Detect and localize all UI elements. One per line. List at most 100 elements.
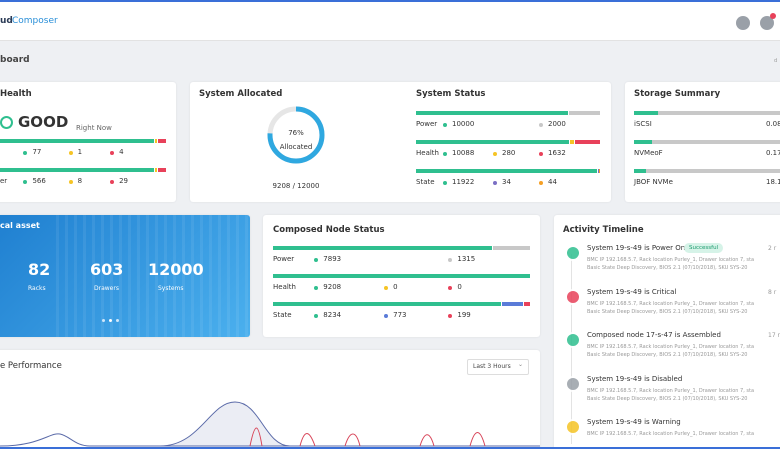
timeline-title: System 19-s-49 is Warning: [587, 418, 681, 426]
row-label: Power: [416, 120, 438, 128]
pager-dot[interactable]: [116, 319, 119, 322]
status-dot: [493, 152, 497, 156]
status-dot: [539, 181, 543, 185]
card-title: Composed Node Status: [273, 225, 385, 235]
performance-card: [0, 350, 540, 447]
storage-bar: [634, 140, 780, 144]
status-dot: [448, 258, 453, 262]
range-label: Last 3 Hours: [473, 363, 511, 370]
row-label: State: [416, 178, 435, 186]
row-label: State: [273, 311, 292, 319]
row-value: 1: [77, 148, 83, 156]
bar-segment: [0, 168, 154, 172]
row-value: 9208: [323, 283, 342, 291]
row-value: 7893: [323, 255, 342, 263]
timeline-title: System 19-s-49 is Critical: [587, 287, 677, 296]
timeline-card: [554, 215, 780, 447]
card-title: cal asset: [0, 221, 40, 230]
status-dot: [443, 123, 447, 127]
status-note: Right Now: [76, 124, 112, 132]
row-value: 29: [119, 177, 128, 185]
health-icon: [0, 116, 13, 129]
allocation-ring: [267, 106, 325, 164]
card-title: e Performance: [0, 361, 62, 371]
status-bar: [273, 302, 530, 306]
row-value: 1632: [548, 149, 566, 157]
bar-segment: [154, 139, 157, 143]
status-dot: [110, 180, 115, 184]
card-title: Storage Summary: [634, 89, 721, 99]
row-value: 4: [119, 148, 124, 156]
bar-segment: [524, 302, 530, 306]
status-bar: [273, 274, 530, 278]
status-dot: [314, 258, 319, 262]
row-value: 44: [548, 178, 557, 186]
asset-value: 82: [28, 260, 51, 279]
asset-value: 12000: [148, 260, 204, 279]
allocated-label: Allocated: [279, 143, 313, 151]
page-title-right: d: [774, 58, 778, 64]
timeline-time: 2 r: [768, 245, 777, 252]
dropdown-arrow: ⌄: [518, 361, 524, 368]
asset-value: 603: [90, 260, 124, 279]
timeline-icon: [565, 332, 581, 348]
asset-label: Drawers: [94, 285, 119, 292]
timeline-detail: Basic State Deep Discovery, BIOS 2.1 (07…: [587, 265, 748, 271]
timeline-icon: [565, 419, 581, 435]
status-dot: [443, 181, 447, 185]
status-dot: [314, 286, 319, 290]
row-label: Health: [273, 283, 296, 291]
asset-label: Racks: [28, 285, 46, 292]
bar-segment: [273, 274, 530, 278]
timeline-title: Composed node 17-s-47 is Assembled: [587, 331, 721, 339]
status-dot: [23, 151, 28, 155]
range-dropdown[interactable]: [467, 359, 529, 375]
bar-segment: [0, 139, 154, 143]
status-dot: [384, 286, 389, 290]
status-bar: [416, 140, 600, 144]
pager-dot[interactable]: [102, 319, 105, 322]
timeline-detail: BMC IP 192.168.5.7, Rack location Purley…: [587, 344, 755, 350]
status-dot: [539, 123, 543, 127]
row-value: 280: [502, 149, 516, 157]
storage-bar: [634, 111, 780, 115]
allocated-percent: 76%: [288, 129, 304, 137]
bar-segment: [493, 246, 530, 250]
row-value: 773: [393, 311, 407, 319]
status-dot: [23, 180, 28, 184]
bar-segment: [273, 302, 502, 306]
storage-fill: [634, 169, 646, 173]
storage-fill: [634, 111, 658, 115]
bar-segment: [502, 302, 524, 306]
timeline-detail: Basic State Deep Discovery, BIOS 2.1 (07…: [587, 352, 748, 358]
bar-segment: [416, 111, 569, 115]
health-status: GOOD: [18, 113, 69, 131]
timeline-time: 17 r: [768, 332, 780, 339]
help-icon[interactable]: [736, 16, 750, 30]
timeline-title: System 19-s-49 is Disabled: [587, 374, 683, 383]
bar-segment: [154, 168, 158, 172]
row-label: Power: [273, 255, 295, 263]
status-bar: [273, 246, 530, 250]
timeline-detail: BMC IP 192.168.5.7, Rack location Purley…: [587, 257, 755, 263]
row-value: 8234: [323, 311, 342, 319]
row-value: 10000: [452, 120, 475, 128]
bar-segment: [575, 140, 600, 144]
bar-segment: [569, 140, 575, 144]
row-value: 0: [393, 283, 398, 291]
card-title: Activity Timeline: [563, 225, 644, 235]
row-value: 8: [77, 177, 83, 185]
storage-label: NVMeoF: [634, 149, 663, 157]
storage-value: 0.08: [766, 120, 780, 128]
timeline-detail: BMC IP 192.168.5.7, Rack location Purley…: [587, 387, 755, 394]
timeline-icon: [565, 245, 581, 261]
pager-dot[interactable]: [109, 319, 112, 322]
storage-label: iSCSI: [634, 120, 652, 128]
bar-segment: [273, 246, 493, 250]
row-value: 0: [457, 283, 462, 291]
storage-value: 0.17: [766, 149, 780, 157]
row-label: Health: [416, 149, 439, 157]
notification-icon[interactable]: [760, 16, 774, 30]
status-dot: [493, 181, 497, 185]
